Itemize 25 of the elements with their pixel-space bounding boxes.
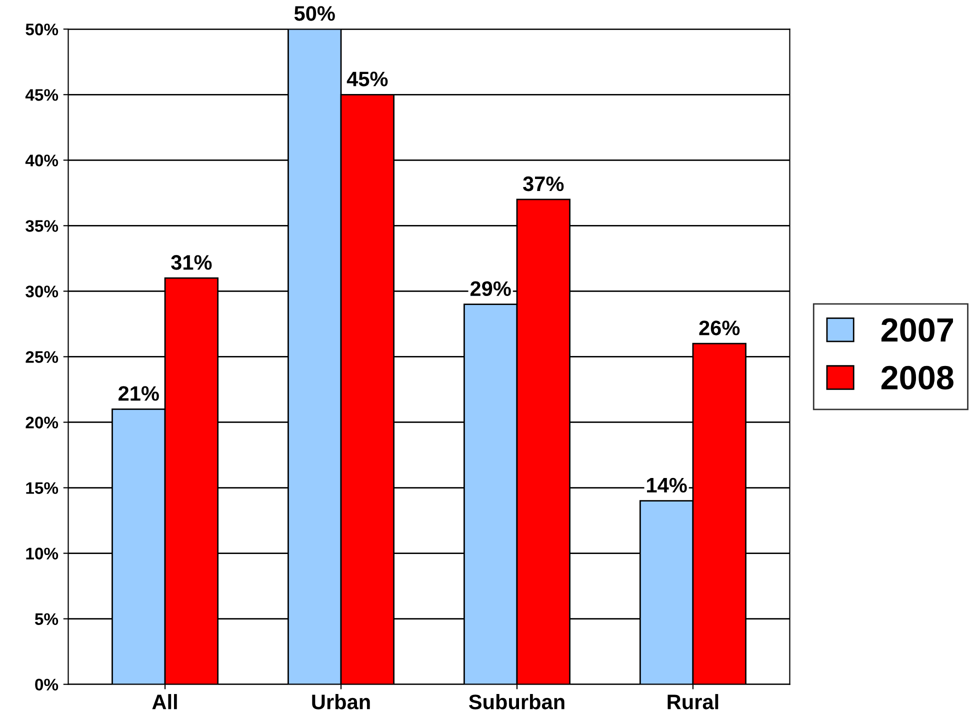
data-label: 14% — [647, 478, 687, 493]
data-label: 50% — [294, 6, 335, 21]
data-label: 45% — [346, 72, 388, 86]
y-tick-label: 45% — [25, 89, 58, 101]
y-tick-label: 20% — [26, 416, 58, 428]
data-label: 37% — [523, 176, 564, 192]
y-tick-label: 40% — [25, 154, 58, 166]
data-label: 29% — [470, 281, 511, 296]
y-tick-label: 5% — [34, 613, 58, 626]
y-tick-label: 15% — [26, 482, 58, 494]
x-tick-label: Rural — [668, 694, 718, 710]
x-tick-label: All — [152, 694, 177, 710]
y-tick-label: 35% — [26, 220, 58, 232]
y-tick-label: 30% — [26, 286, 58, 298]
data-label: 26% — [699, 320, 740, 336]
y-tick-label: 10% — [26, 548, 58, 560]
y-tick-label: 0% — [35, 678, 58, 691]
y-tick-label: 25% — [26, 351, 58, 363]
y-tick-label: 50% — [26, 24, 58, 36]
legend-label: 2008 — [881, 366, 954, 390]
x-tick-label: Suburban — [468, 694, 564, 710]
data-label: 21% — [118, 386, 159, 401]
x-tick-label: Urban — [312, 694, 370, 710]
legend-label: 2007 — [881, 318, 953, 342]
data-label: 31% — [171, 255, 212, 270]
